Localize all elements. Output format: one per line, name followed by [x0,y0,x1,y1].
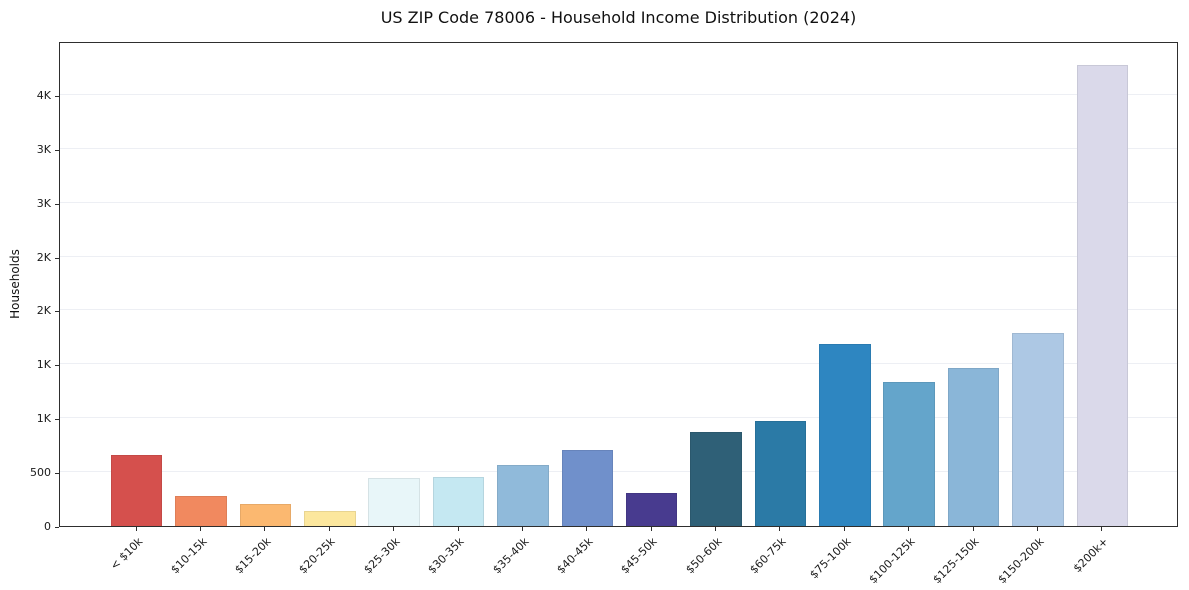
x-tick-label-text: $35-40k [489,535,532,577]
x-tick-label-text: $150-200k [995,535,1047,587]
y-tick-label: 500 [30,466,51,480]
x-tick-mark [715,527,717,531]
bar [239,503,292,526]
x-tick-mark [650,527,652,531]
grid-line [60,417,1177,419]
grid-line [60,363,1177,365]
x-tick-mark [393,527,395,531]
bar [432,476,485,526]
x-tick-label-text: $30-35k [425,535,467,577]
x-tick-mark [264,527,266,531]
x-tick-label-text: $15-20k [232,535,274,577]
y-tick-label: 3K [36,142,51,156]
y-axis-label: Households [8,249,22,319]
y-tick-mark [55,473,59,475]
bar [1076,64,1129,526]
y-tick-mark [55,95,59,97]
bar [304,510,356,526]
grid-line [60,255,1177,257]
bar [1012,333,1064,526]
x-tick-mark [328,527,330,531]
x-tick-label-text: < $10k [107,535,145,573]
y-tick-mark [55,311,59,313]
bar [110,454,163,526]
x-tick-mark [779,527,781,531]
bar [754,421,807,526]
bar [625,493,678,526]
x-tick-mark [1101,527,1103,531]
x-tick-label-text: $60-75k [747,535,789,577]
grid-line [60,147,1177,149]
bar [561,450,614,526]
bar [497,465,549,526]
bar [883,382,935,526]
x-tick-label-text: $20-25k [296,535,338,577]
grid-line [60,93,1177,95]
y-tick-label: 1K [36,412,51,426]
y-tick-label: 1K [36,358,51,372]
grid-line [60,309,1177,311]
y-tick-label: 2K [36,250,51,264]
y-tick-label: 3K [36,196,51,210]
x-tick-mark [135,527,137,531]
y-tick-mark [55,419,59,421]
x-tick-mark [972,527,974,531]
bar [690,432,742,526]
y-tick-label: 2K [36,304,51,318]
x-tick-mark [200,527,201,531]
plot-area [59,42,1178,527]
y-tick-label: 4K [36,88,51,102]
bar [947,367,1000,526]
x-tick-label-text: $45-50k [618,535,660,577]
x-tick-mark [1036,527,1038,531]
x-tick-mark [521,527,523,531]
y-tick-mark [55,257,59,259]
x-tick-label-text: $25-30k [361,535,403,577]
y-tick-mark [55,365,59,367]
x-tick-label-text: $50-60k [682,535,725,577]
y-tick-label: 0 [44,520,51,533]
x-tick-mark [908,527,910,531]
x-tick-mark [586,527,588,531]
y-tick-mark [55,527,59,528]
x-tick-label-text: $10-15k [167,535,210,577]
y-tick-mark [55,149,59,151]
x-tick-mark [843,527,845,531]
x-tick-mark [457,527,459,531]
x-tick-label-text: $125-150k [930,535,982,587]
x-tick-label-text: $200k+ [1070,535,1111,576]
bar [819,343,871,526]
grid-line [60,201,1177,203]
x-tick-label-text: $100-125k [866,535,918,587]
y-tick-mark [55,203,59,205]
bar [175,495,227,526]
x-tick-label-text: $75-100k [806,535,854,582]
grid-line [60,471,1177,473]
chart-title: US ZIP Code 78006 - Household Income Dis… [380,8,857,27]
x-tick-label-text: $40-45k [554,535,596,577]
bar [368,478,420,526]
